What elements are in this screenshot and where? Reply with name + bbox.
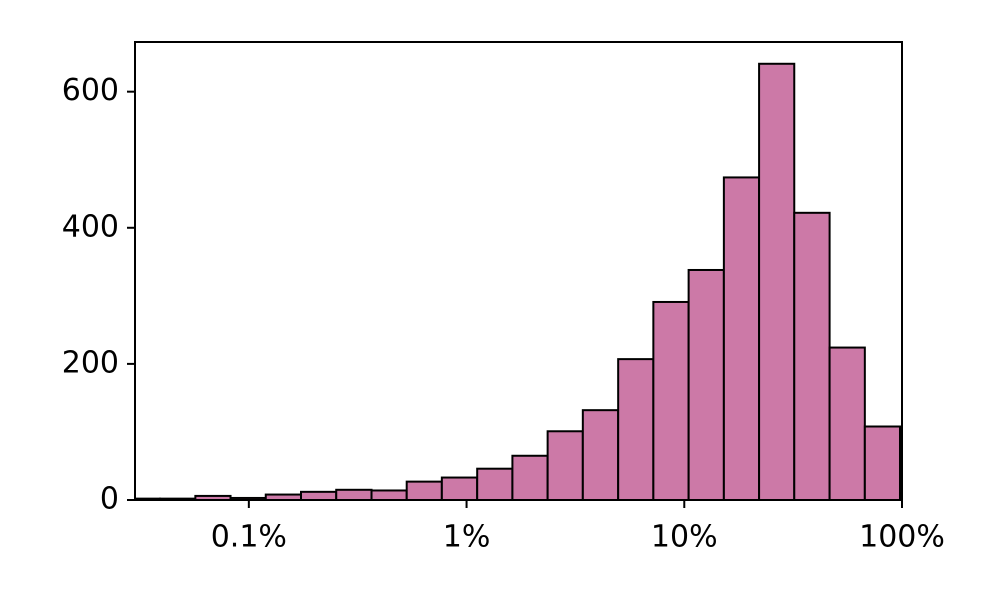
bar xyxy=(722,176,761,500)
bar xyxy=(476,467,514,500)
bar xyxy=(793,211,831,500)
y-tick-label: 200 xyxy=(62,345,119,380)
bar xyxy=(898,492,902,500)
bars xyxy=(135,62,902,500)
bar xyxy=(828,346,866,500)
bar xyxy=(370,489,408,500)
x-tick-label: 0.1% xyxy=(211,520,287,555)
bar xyxy=(335,488,373,500)
bar xyxy=(405,480,443,500)
bar xyxy=(440,476,479,500)
y-tick-label: 600 xyxy=(62,73,119,108)
bar xyxy=(511,454,549,500)
bar xyxy=(617,358,655,500)
bar xyxy=(652,300,690,500)
y-tick-label: 400 xyxy=(62,209,119,244)
bar xyxy=(863,425,901,500)
x-tick-label: 100% xyxy=(859,520,945,555)
bar xyxy=(687,268,725,500)
bar xyxy=(546,430,584,500)
x-tick-label: 1% xyxy=(443,520,491,555)
bar xyxy=(758,62,796,500)
bar xyxy=(299,490,338,500)
y-tick-label: 0 xyxy=(100,482,119,517)
bar xyxy=(581,409,620,500)
x-tick-label: 10% xyxy=(651,520,718,555)
plot-frame xyxy=(134,41,903,501)
